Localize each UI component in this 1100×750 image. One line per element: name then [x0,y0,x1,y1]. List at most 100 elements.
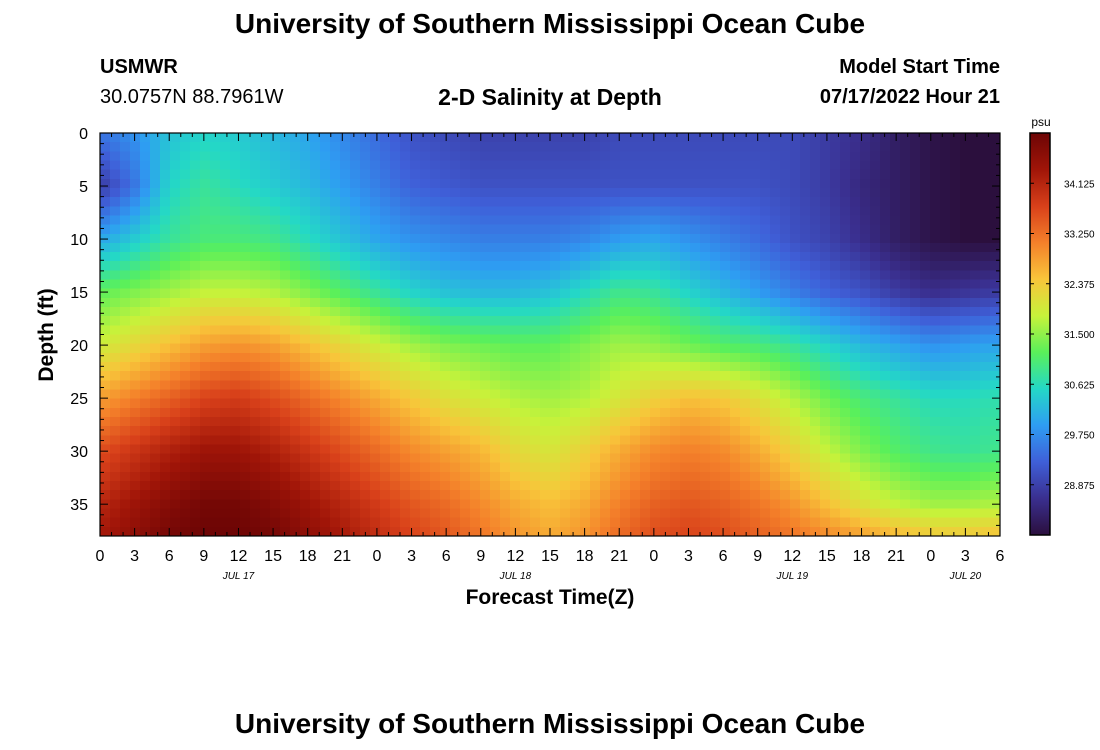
heatmap-cell [540,517,551,528]
heatmap-cell [960,288,971,299]
heatmap-cell [100,371,111,381]
heatmap-cell [890,169,901,180]
heatmap-cell [890,499,901,510]
heatmap-cell [910,261,921,271]
heatmap-cell [620,517,631,528]
heatmap-cell [120,407,131,418]
heatmap-cell [150,526,161,537]
heatmap-cell [750,444,761,455]
heatmap-cell [950,151,961,162]
heatmap-cell [560,316,571,326]
heatmap-cell [250,215,261,226]
heatmap-cell [550,169,561,180]
heatmap-cell [340,325,351,336]
heatmap-cell [880,233,891,244]
heatmap-cell [680,325,691,336]
colorbar-tick-label: 32.375 [1064,280,1095,291]
heatmap-cell [700,398,711,409]
heatmap-cell [820,325,831,336]
heatmap-cell [960,435,971,446]
heatmap-cell [820,297,831,308]
heatmap-cell [440,279,451,290]
heatmap-cell [520,297,531,308]
heatmap-cell [610,270,621,281]
heatmap-cell [260,416,271,427]
heatmap-cell [320,407,331,418]
heatmap-cell [330,444,341,455]
heatmap-cell [390,526,401,537]
heatmap-cell [940,279,951,290]
heatmap-cell [380,407,391,418]
heatmap-cell [610,316,621,326]
heatmap-cell [430,270,441,281]
heatmap-cell [790,325,801,336]
heatmap-cell [390,270,401,281]
heatmap-cell [910,398,921,409]
heatmap-cell [340,270,351,281]
heatmap-cell [750,206,761,217]
heatmap-cell [250,197,261,207]
heatmap-cell [870,307,881,317]
heatmap-cell [640,435,651,446]
heatmap-cell [440,197,451,207]
heatmap-cell [450,361,461,372]
heatmap-cell [890,444,901,455]
heatmap-cell [370,499,381,510]
heatmap-cell [760,435,771,446]
heatmap-cell [470,398,481,409]
heatmap-cell [310,471,321,482]
heatmap-cell [540,426,551,436]
heatmap-cell [700,471,711,482]
heatmap-cell [280,316,291,326]
heatmap-cell [350,215,361,226]
heatmap-cell [740,224,751,235]
heatmap-cell [810,233,821,244]
heatmap-cell [490,187,501,198]
heatmap-cell [720,416,731,427]
heatmap-cell [550,462,561,473]
heatmap-cell [620,490,631,500]
heatmap-cell [390,178,401,189]
heatmap-cell [490,133,501,143]
heatmap-cell [630,334,641,345]
heatmap-cell [400,206,411,217]
heatmap-cell [760,187,771,198]
heatmap-cell [110,197,121,207]
heatmap-cell [670,325,681,336]
heatmap-cell [710,462,721,473]
heatmap-cell [180,380,191,391]
heatmap-cell [580,371,591,381]
heatmap-cell [470,380,481,391]
heatmap-cell [110,133,121,143]
heatmap-cell [690,279,701,290]
heatmap-cell [470,462,481,473]
heatmap-cell [870,389,881,400]
heatmap-cell [170,453,181,464]
heatmap-cell [780,242,791,253]
heatmap-cell [920,178,931,189]
heatmap-cell [370,361,381,372]
heatmap-cell [560,444,571,455]
heatmap-cell [620,307,631,317]
heatmap-cell [220,215,231,226]
heatmap-cell [880,151,891,162]
heatmap-cell [590,160,601,171]
heatmap-cell [270,242,281,253]
heatmap-cell [730,197,741,207]
heatmap-cell [110,178,121,189]
heatmap-cell [540,187,551,198]
heatmap-cell [850,416,861,427]
heatmap-cell [820,334,831,345]
heatmap-cell [540,242,551,253]
heatmap-cell [530,481,541,491]
heatmap-cell [620,197,631,207]
heatmap-cell [280,261,291,271]
heatmap-cell [330,242,341,253]
heatmap-cell [410,371,421,381]
heatmap-cell [880,352,891,363]
heatmap-cell [490,242,501,253]
heatmap-cell [900,517,911,528]
heatmap-cell [960,361,971,372]
heatmap-cell [280,307,291,317]
heatmap-cell [180,462,191,473]
